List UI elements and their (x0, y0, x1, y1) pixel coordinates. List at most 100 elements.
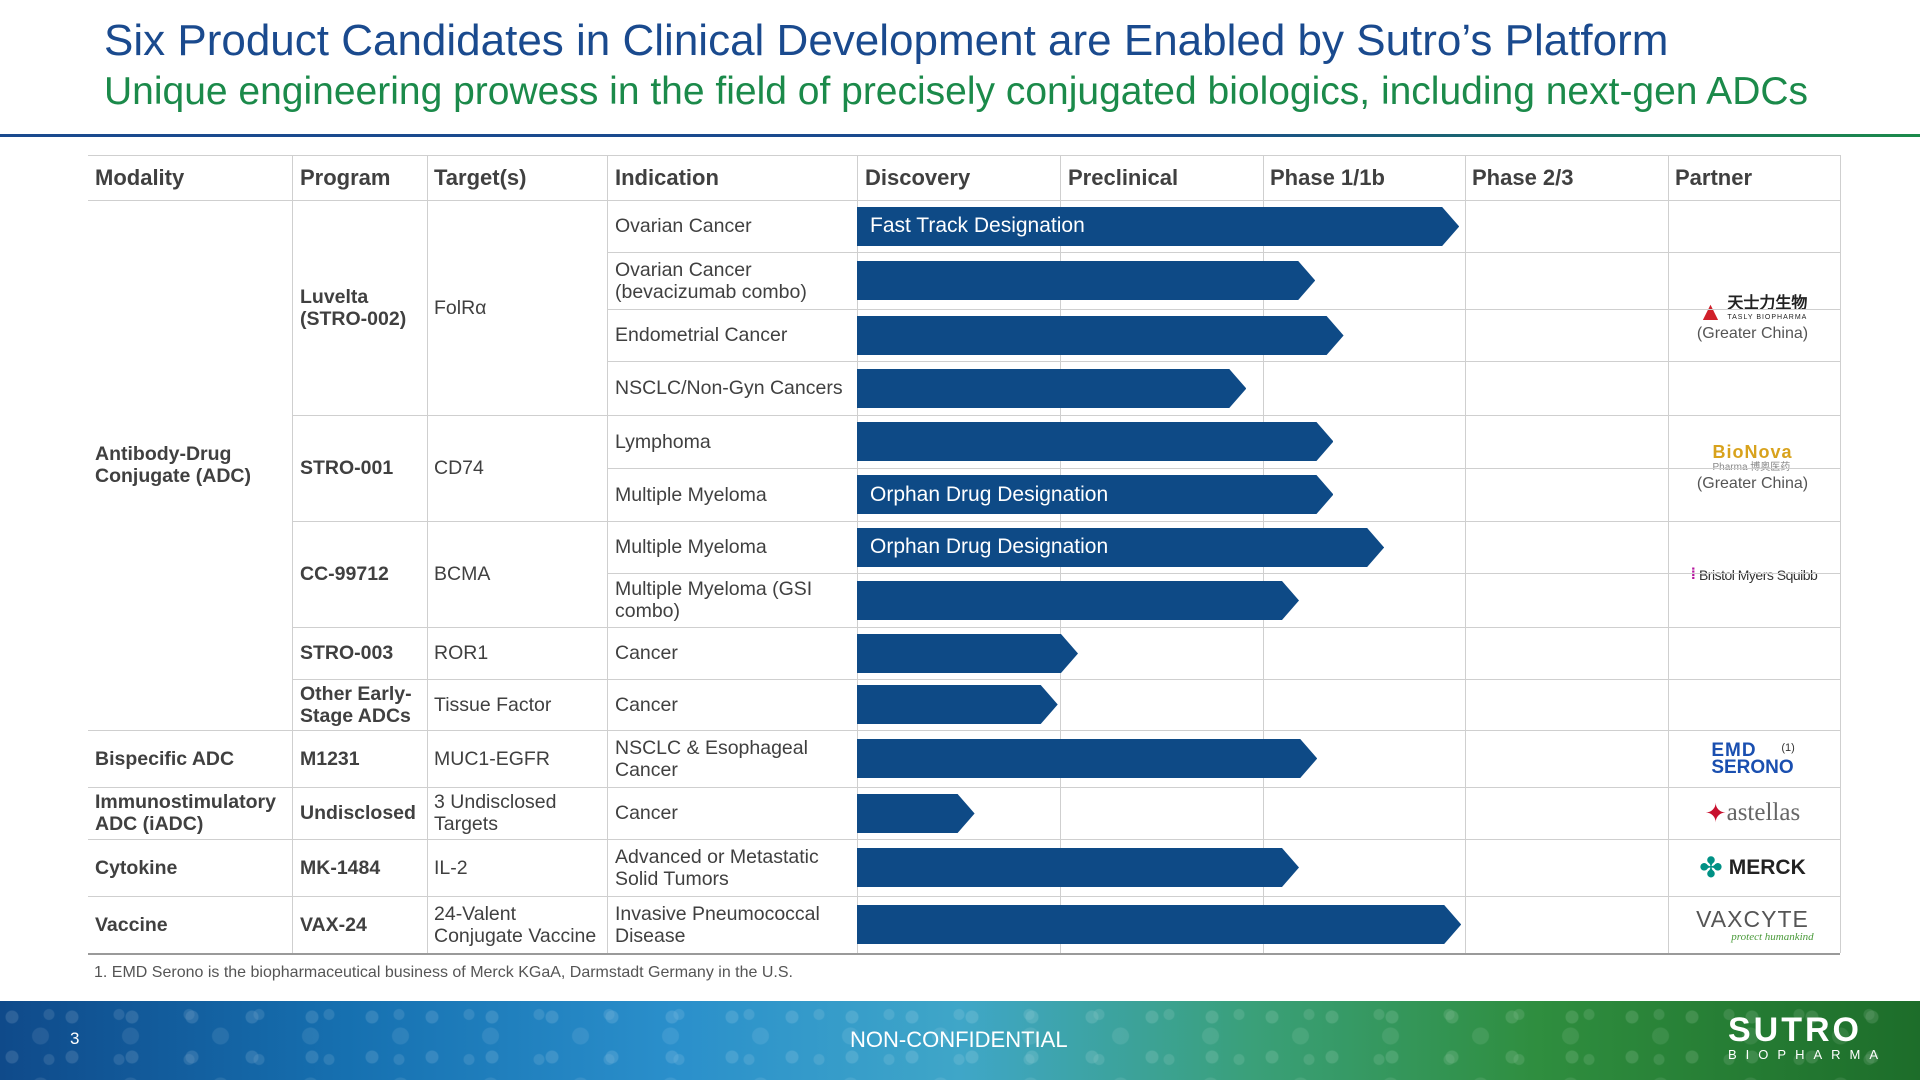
target-vaccine: 24-Valent Conjugate Vaccine (434, 902, 597, 947)
progress-bar (857, 848, 1299, 887)
modality-iadc: Immunostimulatory ADC (iADC) (95, 791, 276, 835)
progress-bar (857, 633, 1078, 673)
program-mk1484: MK-1484 (300, 856, 381, 879)
classification-label: NON-CONFIDENTIAL (850, 1027, 1068, 1052)
target-tissue-factor: Tissue Factor (434, 693, 552, 716)
target-muc1-egfr: MUC1-EGFR (434, 747, 550, 770)
progress-bar: Orphan Drug Designation (857, 527, 1385, 567)
row-divider (88, 730, 1840, 731)
row-divider (88, 896, 1840, 897)
indication-cell: Endometrial Cancer (615, 324, 788, 346)
astellas-star-icon: ✦ (1704, 797, 1727, 828)
modality-adc: Antibody-Drug Conjugate (ADC) (95, 443, 251, 487)
col-header-discovery: Discovery (865, 165, 971, 190)
col-header-targets: Target(s) (434, 165, 527, 190)
indication-cell: Multiple Myeloma (GSI combo) (615, 578, 813, 622)
progress-bar (857, 905, 1462, 944)
designation-label: Fast Track Designation (870, 214, 1085, 237)
partner-bms: ⁞ Bristol Myers Squibb (1690, 566, 1818, 583)
col-header-preclinical: Preclinical (1068, 165, 1179, 190)
program-vax24: VAX-24 (300, 913, 367, 936)
modality-cytokine: Cytokine (95, 856, 178, 879)
progress-bar (857, 368, 1247, 408)
row-divider (292, 627, 1840, 628)
footnote: 1. EMD Serono is the biopharmaceutical b… (94, 964, 793, 981)
tasly-region: (Greater China) (1696, 325, 1809, 342)
column-divider (292, 155, 293, 953)
partner-emd-serono: EMD SERONO (1) (1711, 740, 1795, 778)
partner-bionova: BioNova Pharma 博奥医药 (Greater China) (1696, 442, 1809, 492)
indication-cell: NSCLC & Esophageal Cancer (615, 736, 808, 781)
row-divider (292, 679, 1840, 680)
col-header-program: Program (300, 165, 391, 190)
tasly-logo-icon: ▲ (1697, 296, 1724, 326)
indication-cell: Advanced or Metastatic Solid Tumors (615, 845, 819, 890)
page-number: 3 (70, 1029, 80, 1048)
indication-cell: Ovarian Cancer (bevacizumab combo) (615, 258, 807, 303)
page-title: Six Product Candidates in Clinical Devel… (104, 16, 1669, 65)
pipeline-table: Modality Program Target(s) Indication Di… (88, 155, 1841, 957)
indication-cell: Multiple Myeloma (615, 536, 767, 558)
footer-texture (0, 1001, 1920, 1080)
indication-cell: Cancer (615, 693, 678, 716)
col-header-partner: Partner (1675, 165, 1753, 190)
progress-bar: Orphan Drug Designation (857, 475, 1334, 514)
merck-logo-icon: ✤ (1699, 852, 1723, 883)
program-luvelta: Luvelta (STRO-002) (300, 285, 407, 330)
indication-cell: Multiple Myeloma (615, 483, 767, 506)
progress-bar (857, 315, 1344, 355)
col-header-modality: Modality (95, 165, 185, 190)
program-stro001: STRO-001 (300, 457, 394, 479)
page-subtitle: Unique engineering prowess in the field … (104, 70, 1809, 113)
partner-tasly: ▲ 天士力生物 TASLY BIOPHARMA (Greater China) (1696, 295, 1809, 343)
progress-bar (857, 422, 1334, 461)
col-header-indication: Indication (615, 165, 719, 190)
row-divider (607, 252, 1840, 253)
bionova-region: (Greater China) (1696, 475, 1809, 492)
row-divider (88, 787, 1840, 788)
indication-cell: Lymphoma (615, 430, 711, 453)
modality-bispecific: Bispecific ADC (95, 747, 235, 770)
target-undisclosed: 3 Undisclosed Targets (434, 791, 557, 835)
target-il2: IL-2 (434, 856, 468, 879)
progress-bar (857, 739, 1318, 778)
designation-label: Orphan Drug Designation (870, 482, 1109, 506)
partner-vaxcyte: VAXCYTE protect humankind (1696, 906, 1814, 943)
partner-merck: ✤ MERCK (1699, 852, 1806, 883)
col-header-phase23: Phase 2/3 (1472, 165, 1574, 190)
column-divider (607, 155, 608, 953)
progress-bar (857, 580, 1299, 620)
row-divider (607, 361, 1840, 362)
row-divider (292, 521, 1840, 522)
row-divider (607, 468, 1840, 469)
target-cd74: CD74 (434, 457, 484, 479)
row-divider (88, 839, 1840, 840)
header-bottom-border (88, 200, 1840, 201)
table-top-border (88, 155, 1840, 156)
progress-bar (857, 261, 1316, 300)
row-divider (292, 415, 1840, 416)
progress-bar (857, 685, 1058, 724)
designation-label: Orphan Drug Designation (870, 535, 1109, 558)
target-folra: FolRα (434, 296, 487, 319)
indication-cell: NSCLC/Non-Gyn Cancers (615, 377, 843, 399)
program-m1231: M1231 (300, 747, 360, 770)
row-divider (607, 573, 1840, 574)
column-divider (1668, 155, 1669, 953)
bms-logo-icon: ⁞ (1690, 566, 1696, 583)
col-header-phase1: Phase 1/1b (1270, 165, 1385, 190)
progress-bar: Fast Track Designation (857, 206, 1460, 246)
indication-cell: Cancer (615, 802, 678, 824)
progress-bar (857, 793, 975, 833)
column-divider (427, 155, 428, 953)
partner-astellas: ✦ astellas (1704, 797, 1801, 828)
program-stro003: STRO-003 (300, 642, 394, 664)
footer-banner: 3 NON-CONFIDENTIAL SUTRO BIOPHARMA (0, 1001, 1920, 1080)
modality-vaccine: Vaccine (95, 913, 168, 936)
indication-cell: Cancer (615, 642, 678, 664)
column-divider (1465, 155, 1466, 953)
program-other-early: Other Early-Stage ADCs (300, 682, 412, 727)
target-ror1: ROR1 (434, 642, 489, 664)
program-cc99712: CC-99712 (300, 563, 389, 585)
indication-cell: Invasive Pneumococcal Disease (615, 902, 820, 947)
